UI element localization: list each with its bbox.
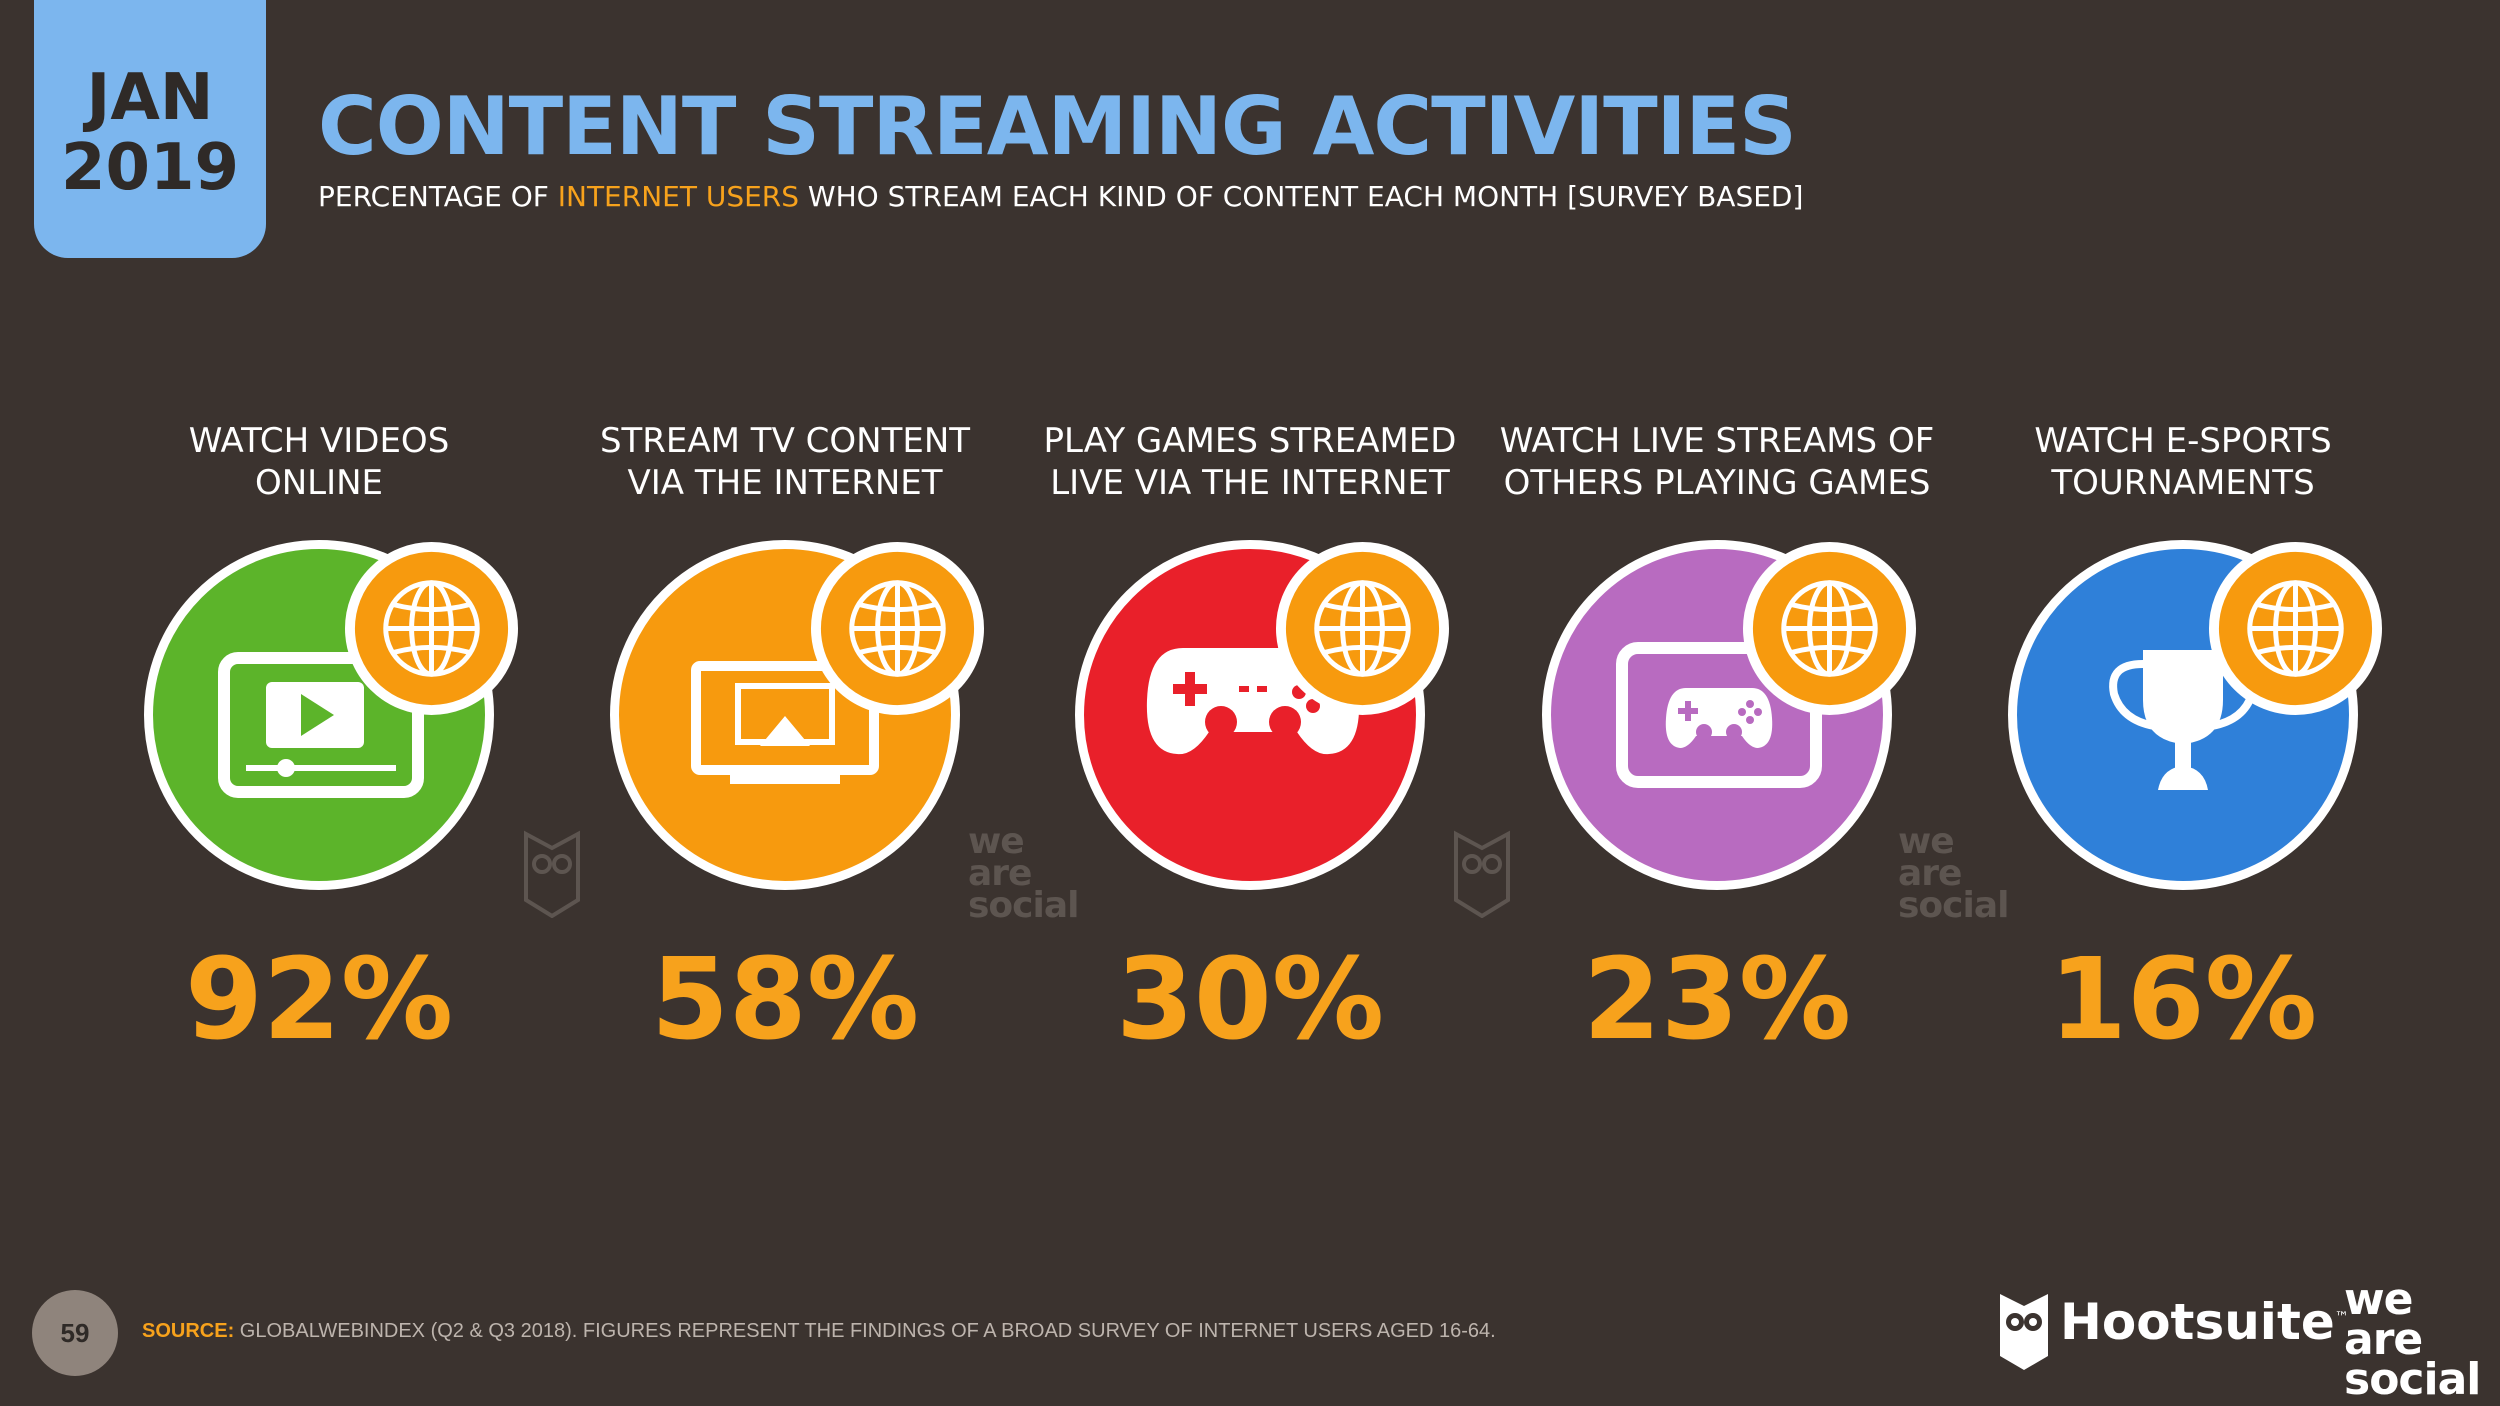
hootsuite-logo: Hootsuite™ — [2060, 1293, 2349, 1351]
watermark-are: are — [968, 853, 1032, 894]
we-are-social-watermark: we are social — [1898, 821, 2009, 926]
source-label: SOURCE: — [142, 1320, 235, 1342]
watermark-we: we — [968, 821, 1025, 862]
was-line-2: are — [2344, 1314, 2423, 1365]
watermark-are: are — [1898, 853, 1962, 894]
stat-value: 58% — [650, 935, 920, 1065]
stat-value: 16% — [2048, 935, 2318, 1065]
video-player-icon — [218, 652, 424, 798]
watermark-we: we — [1898, 821, 1955, 862]
source-text: GLOBALWEBINDEX (Q2 & Q3 2018). FIGURES R… — [234, 1320, 1496, 1342]
stat-label: WATCH VIDEOS ONLINE — [188, 421, 450, 503]
stat-value: 92% — [184, 935, 454, 1065]
stat-label: STREAM TV CONTENT VIA THE INTERNET — [599, 421, 971, 503]
watermark-social: social — [1898, 885, 2009, 926]
globe-icon — [2208, 541, 2383, 716]
stat-label: PLAY GAMES STREAMED LIVE VIA THE INTERNE… — [1043, 421, 1457, 503]
globe-icon — [810, 541, 985, 716]
stat-label: WATCH E-SPORTS TOURNAMENTS — [2034, 421, 2332, 503]
stat-value: 23% — [1582, 935, 1852, 1065]
hootsuite-owl-watermark-icon — [524, 830, 580, 918]
hootsuite-tm: ™ — [2334, 1309, 2349, 1326]
watermark-social: social — [968, 885, 1079, 926]
globe-icon — [344, 541, 519, 716]
subtitle-post: WHO STREAM EACH KIND OF CONTENT EACH MON… — [799, 180, 1804, 213]
hootsuite-owl-logo-icon — [2000, 1294, 2048, 1370]
hootsuite-logo-text: Hootsuite — [2060, 1293, 2335, 1351]
was-line-1: we — [2344, 1274, 2414, 1325]
we-are-social-logo: we are social — [2344, 1274, 2481, 1405]
page-title: CONTENT STREAMING ACTIVITIES — [318, 80, 1797, 173]
hootsuite-owl-watermark-icon — [1454, 830, 1510, 918]
date-month: JAN — [86, 61, 214, 135]
globe-icon — [1742, 541, 1917, 716]
page-subtitle: PERCENTAGE OF INTERNET USERS WHO STREAM … — [318, 180, 1803, 213]
subtitle-pre: PERCENTAGE OF — [318, 180, 558, 213]
stat-label: WATCH LIVE STREAMS OF OTHERS PLAYING GAM… — [1499, 421, 1935, 503]
stat-value: 30% — [1115, 935, 1385, 1065]
source-note: SOURCE: GLOBALWEBINDEX (Q2 & Q3 2018). F… — [142, 1320, 1496, 1343]
we-are-social-watermark: we are social — [968, 821, 1079, 926]
globe-icon — [1275, 541, 1450, 716]
was-line-3: social — [2344, 1354, 2481, 1405]
subtitle-highlight: INTERNET USERS — [557, 180, 800, 213]
date-year: 2019 — [60, 131, 240, 205]
page-number: 59 — [32, 1290, 118, 1376]
tv-airplay-icon — [691, 661, 879, 784]
date-badge: JAN 2019 — [34, 0, 266, 258]
gamepad-screen-icon — [1616, 642, 1822, 788]
